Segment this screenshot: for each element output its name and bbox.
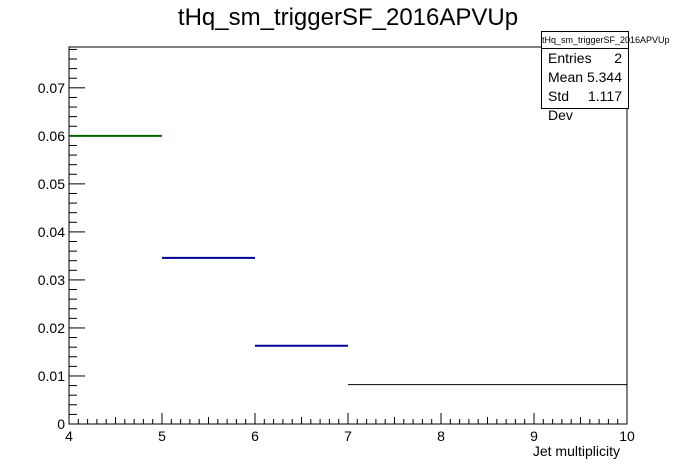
x-tick-label: 4 <box>65 428 73 444</box>
x-tick-label: 6 <box>251 428 259 444</box>
stats-std-value: 1.117 <box>588 88 622 104</box>
y-tick-label: 0.06 <box>38 128 65 144</box>
stats-entries-value: 2 <box>614 50 622 66</box>
stats-mean-label: Mean <box>548 69 584 85</box>
stats-mean-value: 5.344 <box>586 69 622 85</box>
stats-std-label: Std Dev <box>548 88 573 123</box>
axes: 4 5 6 7 8 9 10 0 0.01 0.02 0.03 0.04 0.05 0.06 0.07 <box>38 46 635 444</box>
x-tick-label: 8 <box>437 428 445 444</box>
x-axis-label: Jet multiplicity <box>533 443 620 459</box>
y-tick-label: 0.03 <box>38 272 65 288</box>
y-tick-label: 0.02 <box>38 320 65 336</box>
histogram-bins <box>69 134 627 386</box>
y-tick-label: 0.04 <box>38 224 65 240</box>
x-tick-label: 9 <box>530 428 538 444</box>
stats-entries-label: Entries <box>548 50 592 66</box>
y-tick-label: 0.07 <box>38 80 65 96</box>
stats-std-row: Std Dev 1.117 <box>542 87 628 123</box>
x-tick-label: 7 <box>344 428 352 444</box>
y-tick-label: 0 <box>57 416 65 432</box>
chart-title: tHq_sm_triggerSF_2016APVUp <box>177 4 519 31</box>
x-tick-label: 10 <box>619 428 635 444</box>
x-tick-label: 5 <box>158 428 166 444</box>
y-tick-label: 0.05 <box>38 176 65 192</box>
stats-box: tHq_sm_triggerSF_2016APVUp Entries 2 Mea… <box>541 31 670 123</box>
stats-entries-row: Entries 2 <box>542 49 628 68</box>
y-tick-label: 0.01 <box>38 368 65 384</box>
stats-mean-row: Mean 5.344 <box>542 68 628 87</box>
stats-title: tHq_sm_triggerSF_2016APVUp <box>542 32 670 49</box>
